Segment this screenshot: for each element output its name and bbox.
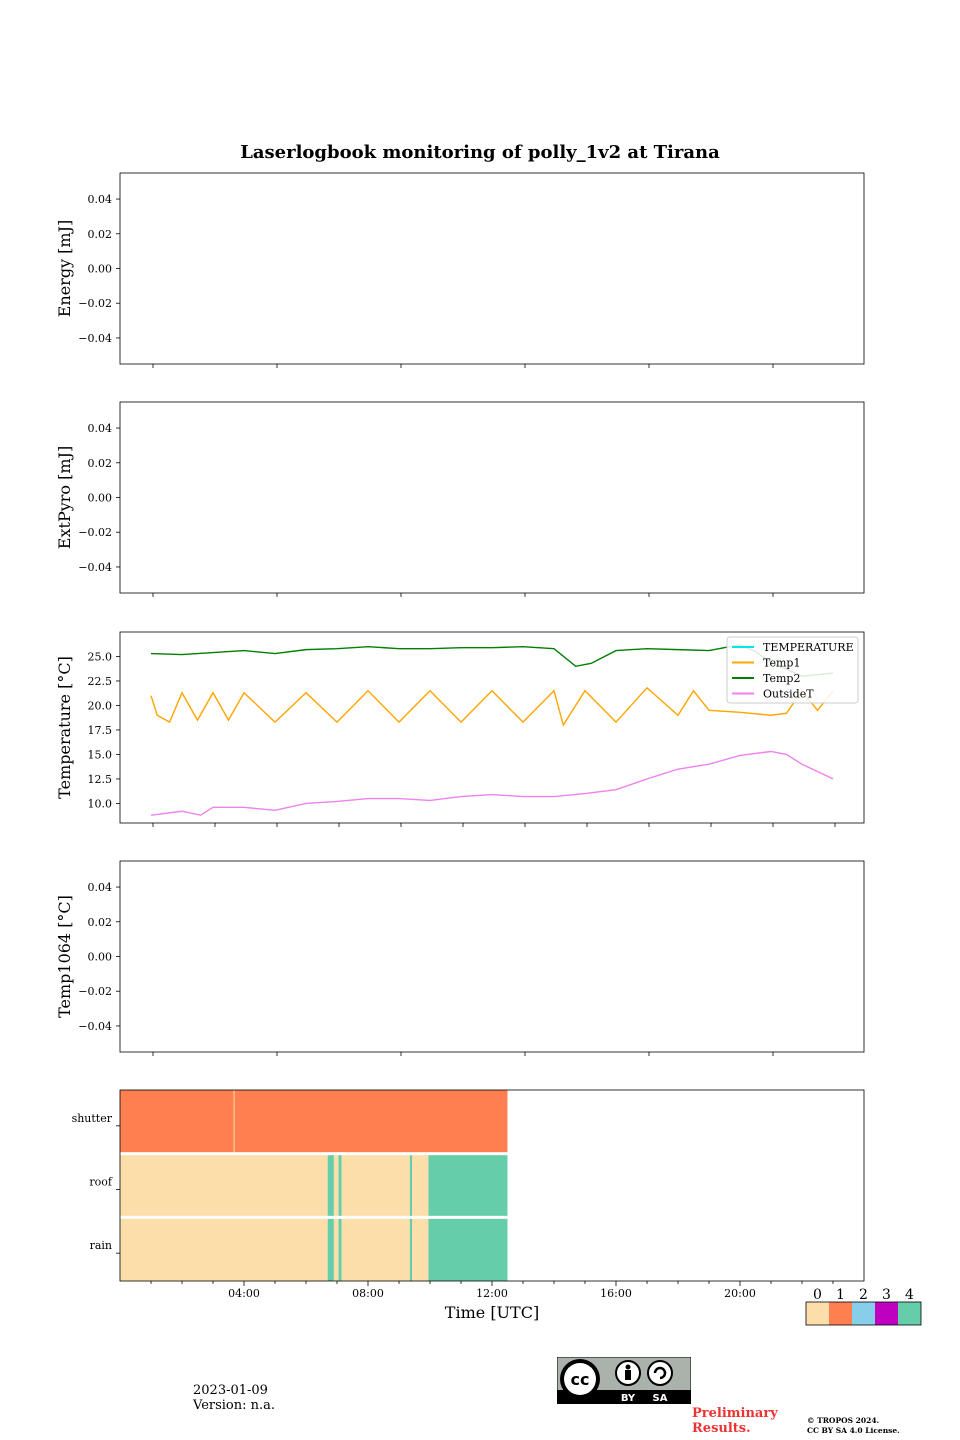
panel-temp1064: 0.04 0.02 0.00 −0.02 −0.04 Temp1064 [°C] <box>55 860 865 1056</box>
x-tick-label: 04:00 <box>228 1287 260 1300</box>
axes-frame <box>119 172 865 365</box>
y-tick-label: 0.00 <box>88 263 113 276</box>
preliminary-results-note: Preliminary Results. <box>692 1406 778 1436</box>
y-tick-label: 0.02 <box>88 916 113 929</box>
x-tick-label: 12:00 <box>476 1287 508 1300</box>
series-line-temp1 <box>150 686 834 727</box>
panel-extpyro: 0.04 0.02 0.00 −0.02 −0.04 ExtPyro [mJ] <box>55 401 865 597</box>
colorbar-swatch <box>875 1302 898 1325</box>
status-cell-rain <box>409 1218 413 1281</box>
copyright-line-2: CC BY SA 4.0 License. <box>807 1426 900 1435</box>
cc-logo-text: cc <box>571 1370 590 1389</box>
y-tick-label: 0.04 <box>88 881 113 894</box>
legend-label-outsidet: OutsideT <box>763 688 814 701</box>
y-tick-label: 0.00 <box>88 492 113 505</box>
legend-label-temp2: Temp2 <box>763 672 800 685</box>
colorbar-swatch <box>806 1302 829 1325</box>
status-cell-roof <box>428 1155 508 1216</box>
colorbar-label: 3 <box>882 1287 891 1303</box>
sa-icon <box>647 1360 673 1386</box>
y-tick-label: −0.02 <box>78 297 112 310</box>
status-cell-rain <box>428 1218 508 1281</box>
x-axis-label: Time [UTC] <box>445 1303 539 1322</box>
x-tick-label: 20:00 <box>724 1287 756 1300</box>
copyright-line-1: © TROPOS 2024. <box>807 1416 880 1425</box>
colorbar-label: 4 <box>905 1287 914 1303</box>
status-cell-roof <box>338 1155 342 1216</box>
y-tick-label: −0.04 <box>78 1020 112 1033</box>
axes-frame <box>119 401 865 594</box>
footer-date-version: 2023-01-09 Version: n.a. <box>193 1383 275 1413</box>
status-cell-roof <box>412 1155 429 1216</box>
footer-version: Version: n.a. <box>193 1398 276 1413</box>
y-tick-label: 0.04 <box>88 193 113 206</box>
y-tick-label: 25.0 <box>88 650 113 663</box>
legend-box <box>726 636 859 704</box>
status-cell-shutter <box>120 1090 508 1153</box>
y-axis-label: ExtPyro [mJ] <box>55 446 74 549</box>
panel-energy: 0.04 0.02 0.00 −0.02 −0.04 Energy [mJ] <box>55 172 865 368</box>
status-cell-rain <box>412 1218 429 1281</box>
y-axis-label: Temperature [°C] <box>55 656 74 799</box>
status-row-label: rain <box>90 1239 112 1252</box>
colorbar-label: 0 <box>813 1287 822 1303</box>
y-tick-label: 12.5 <box>88 773 113 786</box>
y-tick-label: 20.0 <box>88 699 113 712</box>
status-cell-rain <box>327 1218 334 1281</box>
x-tick-label: 16:00 <box>600 1287 632 1300</box>
y-tick-label: 17.5 <box>88 724 113 737</box>
status-cell-rain <box>120 1218 328 1281</box>
cc-by-sa-badge: cc BY SA <box>557 1357 691 1404</box>
status-row-label: shutter <box>72 1112 113 1125</box>
status-cell-roof <box>120 1155 328 1216</box>
y-tick-label: 0.02 <box>88 228 113 241</box>
badge-sa-label: SA <box>653 1393 668 1404</box>
y-tick-label: 22.5 <box>88 675 113 688</box>
y-tick-label: −0.04 <box>78 332 112 345</box>
status-cell-rain <box>341 1218 410 1281</box>
y-tick-label: 15.0 <box>88 748 113 761</box>
y-axis-label: Energy [mJ] <box>55 220 74 318</box>
legend-label-temperature: TEMPERATURE <box>763 641 854 654</box>
colorbar-swatch <box>898 1302 921 1325</box>
by-person-body <box>625 1370 631 1380</box>
by-person-head <box>625 1364 631 1370</box>
cc-circle-inner <box>564 1363 596 1395</box>
colorbar-swatch <box>852 1302 875 1325</box>
y-tick-label: 0.00 <box>88 951 113 964</box>
status-cell-roof <box>409 1155 413 1216</box>
y-tick-label: 0.02 <box>88 457 113 470</box>
colorbar-frame <box>805 1301 922 1326</box>
sa-arrow <box>653 1366 667 1380</box>
y-tick-label: 10.0 <box>88 797 113 810</box>
status-cell-roof <box>341 1155 410 1216</box>
figure-title: Laserlogbook monitoring of polly_1v2 at … <box>240 142 720 163</box>
y-tick-label: −0.02 <box>78 985 112 998</box>
y-tick-label: −0.02 <box>78 526 112 539</box>
copyright-note: © TROPOS 2024. CC BY SA 4.0 License. <box>807 1416 900 1436</box>
status-cell-rain <box>338 1218 342 1281</box>
panel-temperature: 25.0 22.5 20.0 17.5 15.0 12.5 10.0 Temperature … <box>55 631 865 827</box>
y-tick-label: −0.04 <box>78 561 112 574</box>
status-cell-roof <box>333 1155 339 1216</box>
y-tick-label: 0.04 <box>88 422 113 435</box>
x-tick-label: 08:00 <box>352 1287 384 1300</box>
panel-status: shutter roof rain 04:00 08:00 12:00 16:00 20:00… <box>72 1089 922 1326</box>
colorbar-label: 2 <box>859 1287 868 1303</box>
legend-label-temp1: Temp1 <box>763 657 800 670</box>
series-line-outsidet <box>150 750 834 816</box>
status-cell-roof <box>327 1155 334 1216</box>
status-row-label: roof <box>89 1176 113 1189</box>
badge-by-label: BY <box>621 1393 636 1404</box>
footer-date: 2023-01-09 <box>193 1383 268 1398</box>
y-axis-label: Temp1064 [°C] <box>55 895 74 1018</box>
status-cell-rain <box>333 1218 339 1281</box>
axes-frame <box>119 860 865 1053</box>
colorbar-label: 1 <box>836 1287 845 1303</box>
colorbar-swatch <box>829 1302 852 1325</box>
